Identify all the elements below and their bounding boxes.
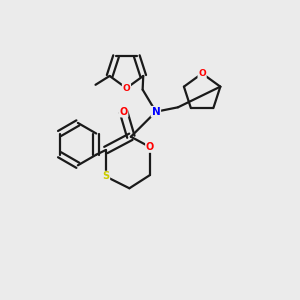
Text: N: N: [152, 107, 160, 117]
Text: O: O: [119, 107, 128, 117]
Text: O: O: [123, 84, 130, 93]
Text: S: S: [102, 172, 110, 182]
Text: O: O: [198, 69, 206, 78]
Text: O: O: [146, 142, 154, 152]
